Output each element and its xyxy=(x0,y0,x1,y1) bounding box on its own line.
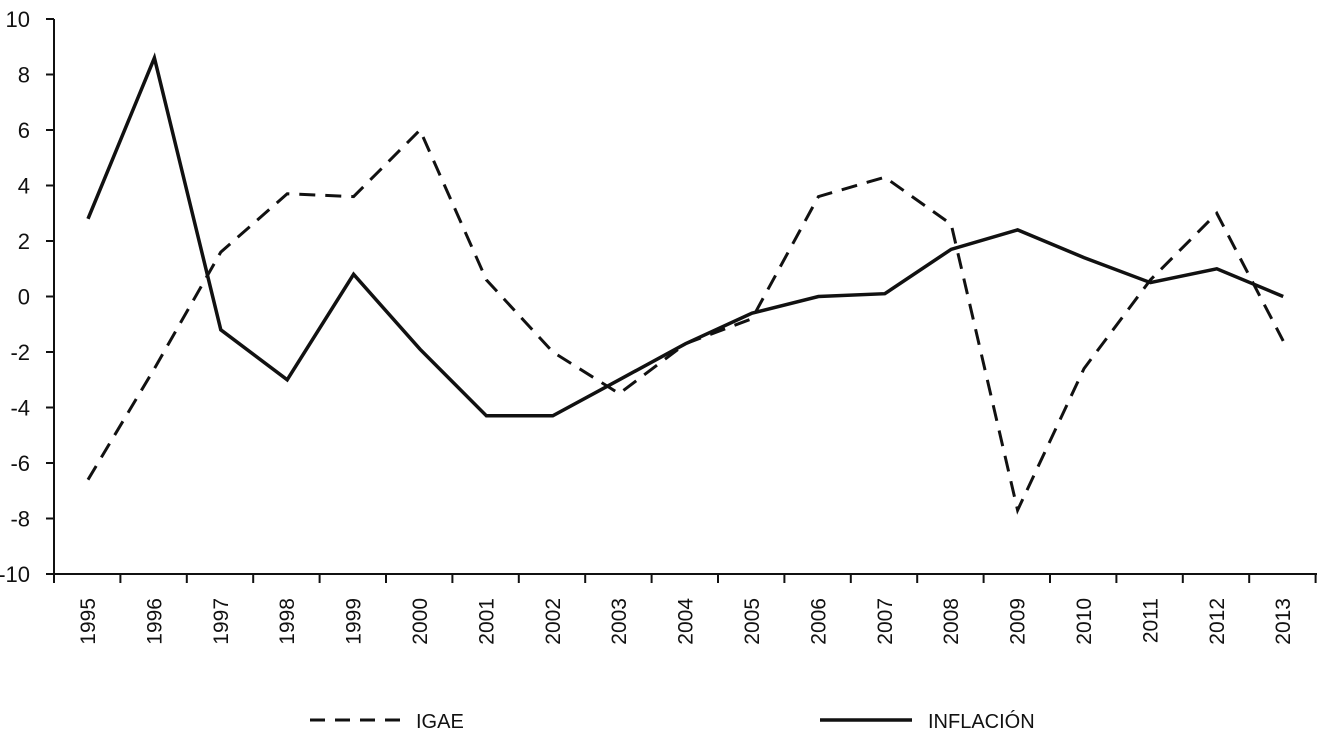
y-axis: 10 8 6 4 2 0 -2 -4 -6 -8 -10 xyxy=(0,7,55,587)
x-tick-label: 1998 xyxy=(276,598,299,645)
x-tick-label: 1996 xyxy=(143,598,166,645)
y-tick-label: 10 xyxy=(6,7,30,32)
x-tick-label: 2000 xyxy=(409,598,432,645)
y-tick-label: -10 xyxy=(0,562,30,587)
x-tick-label: 2011 xyxy=(1139,598,1162,643)
x-tick-label: 2012 xyxy=(1206,598,1229,645)
x-axis: 1995 1996 1997 1998 1999 2000 2001 2002 2003 2004… xyxy=(53,573,1317,645)
x-tick-label: 1997 xyxy=(210,598,233,645)
y-tick-label: 4 xyxy=(18,174,30,199)
y-tick-label: 2 xyxy=(18,229,30,254)
x-tick-label: 2005 xyxy=(741,598,764,645)
series-layer xyxy=(86,52,1285,515)
y-tick-label: -4 xyxy=(10,396,30,421)
x-tick-label: 2013 xyxy=(1272,598,1295,645)
x-tick-label: 2008 xyxy=(940,598,963,645)
x-tick-label: 2006 xyxy=(807,598,830,645)
x-tick-label: 1995 xyxy=(77,598,100,645)
y-tick-label: -2 xyxy=(10,340,30,365)
y-tick-label: 8 xyxy=(18,63,30,88)
series-line-inflacion xyxy=(86,52,1284,418)
x-tick-label: 2002 xyxy=(542,598,565,645)
legend: IGAE INFLACIÓN xyxy=(310,710,1035,732)
y-tick-label: 6 xyxy=(18,118,30,143)
y-tick-label: -8 xyxy=(10,507,30,532)
x-tick-label: 2001 xyxy=(475,598,498,645)
y-tick-label: -6 xyxy=(10,451,30,476)
legend-label-inflacion: INFLACIÓN xyxy=(928,710,1035,732)
x-tick-label: 2007 xyxy=(874,598,897,645)
x-tick-label: 1999 xyxy=(343,598,366,645)
series-line-igae xyxy=(86,127,1285,515)
x-tick-label: 2004 xyxy=(675,598,698,645)
y-tick-label: 0 xyxy=(18,285,30,310)
legend-label-igae: IGAE xyxy=(416,711,464,732)
x-tick-label: 2003 xyxy=(608,598,631,645)
x-tick-label: 2009 xyxy=(1007,598,1030,645)
x-tick-label: 2010 xyxy=(1073,598,1096,645)
